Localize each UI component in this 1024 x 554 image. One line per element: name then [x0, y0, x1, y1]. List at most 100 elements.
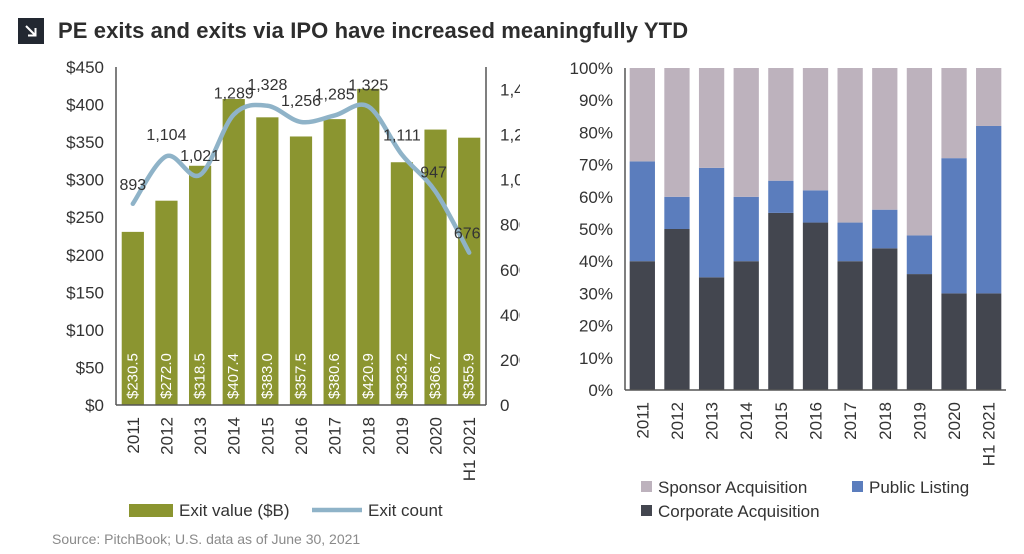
- legend-swatch-exit-value: [129, 504, 173, 517]
- x-axis-tick-label: 2017: [326, 417, 345, 455]
- x-axis-tick-label: 2016: [292, 417, 311, 455]
- exit-count-data-label: 1,289: [214, 86, 254, 103]
- public-listing-bar: [906, 235, 933, 275]
- exit-value-bar: [323, 119, 346, 406]
- x-axis-tick-label: 2020: [427, 417, 446, 455]
- exit-value-data-label: $323.2: [393, 353, 410, 399]
- public-listing-bar: [733, 196, 759, 262]
- exit-value-count-chart: $230.5 $272.0 $318.5 $407.4 $383.0 $357.5 $380…: [66, 58, 520, 520]
- exit-value-data-label: $230.5: [124, 353, 141, 399]
- x-axis-tick-label: 2017: [841, 402, 860, 440]
- exit-count-data-label: 1,325: [348, 77, 388, 94]
- legend-label-exit-value: Exit value ($B): [179, 501, 290, 520]
- exit-value-bar: [222, 98, 245, 406]
- left-axis-tick-label: $100: [66, 321, 104, 340]
- legend-label-exit-count: Exit count: [368, 501, 443, 520]
- chart-header: PE exits and exits via IPO have increase…: [18, 16, 688, 46]
- y-axis-tick-label: 60%: [579, 188, 613, 207]
- sponsor-acquisition-bar: [802, 68, 829, 191]
- exit-value-bar: [188, 165, 212, 405]
- exit-value-data-label: $420.9: [360, 353, 377, 399]
- x-axis-tick-label: 2019: [393, 417, 412, 455]
- y-axis-tick-label: 40%: [579, 252, 613, 271]
- public-listing-bar: [629, 161, 655, 262]
- exit-count-data-label: 1,111: [383, 128, 421, 145]
- sponsor-acquisition-bar: [664, 68, 690, 197]
- y-axis-tick-label: 20%: [579, 317, 613, 336]
- exit-value-bar: [289, 136, 313, 405]
- exit-count-data-label: 1,021: [180, 148, 220, 165]
- exit-count-data-label: 1,104: [146, 127, 186, 144]
- public-listing-bar: [664, 196, 690, 229]
- exit-type-share-chart: 0% 10% 20% 30% 40% 50% 60% 70% 80% 90% 100% 2011 20…: [570, 59, 1006, 521]
- legend-label-corporate-acquisition: Corporate Acquisition: [658, 502, 820, 521]
- x-axis-tick-label: 2019: [910, 402, 929, 440]
- right-axis-tick-label: 400: [500, 306, 520, 325]
- sponsor-acquisition-bar: [629, 68, 655, 162]
- x-axis-tick-label: 2012: [668, 402, 687, 440]
- x-axis-tick-label: 2015: [258, 417, 277, 455]
- sponsor-acquisition-bar: [976, 68, 1002, 126]
- exit-value-bar: [390, 162, 414, 405]
- exit-value-data-label: $355.9: [461, 353, 478, 399]
- x-axis-tick-label: H1 2021: [980, 402, 999, 466]
- x-axis-tick-label: 2016: [807, 402, 826, 440]
- sponsor-acquisition-bar: [733, 68, 759, 197]
- exit-value-data-label: $318.5: [192, 353, 209, 399]
- y-axis-tick-label: 50%: [579, 220, 613, 239]
- corporate-acquisition-bar: [698, 277, 725, 390]
- right-axis-tick-label: 600: [500, 261, 520, 280]
- x-axis-tick-label: 2014: [225, 417, 244, 455]
- left-axis-tick-label: $450: [66, 58, 104, 77]
- exit-value-bar: [121, 231, 144, 405]
- arrow-down-right-icon: [18, 18, 44, 44]
- left-axis-tick-label: $300: [66, 171, 104, 190]
- sponsor-acquisition-bar: [941, 68, 967, 159]
- left-axis-tick-label: $400: [66, 96, 104, 115]
- x-axis-tick-label: 2014: [737, 402, 756, 440]
- exit-count-data-label: 947: [420, 165, 447, 182]
- exit-value-bar: [155, 200, 178, 405]
- y-axis-tick-label: 80%: [579, 123, 613, 142]
- exit-value-data-label: $272.0: [158, 353, 175, 399]
- public-listing-bar: [872, 209, 898, 249]
- legend-swatch-sponsor-acquisition: [641, 481, 652, 492]
- left-axis-tick-label: $200: [66, 246, 104, 265]
- exit-value-data-label: $366.7: [427, 353, 444, 399]
- x-axis-tick-label: H1 2021: [460, 417, 479, 481]
- exit-count-data-label: 1,328: [247, 77, 287, 94]
- public-listing-bar: [976, 125, 1002, 294]
- left-axis-tick-label: $250: [66, 208, 104, 227]
- exit-value-bar: [357, 88, 380, 405]
- corporate-acquisition-bar: [733, 261, 759, 390]
- y-axis-tick-label: 10%: [579, 349, 613, 368]
- x-axis-tick-label: 2013: [703, 402, 722, 440]
- corporate-acquisition-bar: [768, 212, 794, 390]
- sponsor-acquisition-bar: [837, 68, 863, 223]
- sponsor-acquisition-bar: [872, 68, 898, 210]
- legend-label-sponsor-acquisition: Sponsor Acquisition: [658, 478, 807, 497]
- corporate-acquisition-bar: [837, 261, 863, 390]
- x-axis-tick-label: 2018: [876, 402, 895, 440]
- sponsor-acquisition-bar: [768, 68, 794, 181]
- right-axis-tick-label: 0: [500, 396, 509, 415]
- y-axis-tick-label: 100%: [570, 59, 613, 78]
- legend-swatch-corporate-acquisition: [641, 505, 652, 516]
- x-axis-tick-label: 2012: [157, 417, 176, 455]
- source-note: Source: PitchBook; U.S. data as of June …: [52, 531, 361, 547]
- left-axis-tick-label: $350: [66, 133, 104, 152]
- exit-value-data-label: $357.5: [293, 353, 310, 399]
- left-axis-tick-label: $150: [66, 283, 104, 302]
- exit-count-line: [130, 102, 472, 255]
- y-axis-tick-label: 0%: [588, 381, 613, 400]
- right-axis-tick-label: 200: [500, 351, 520, 370]
- corporate-acquisition-bar: [802, 222, 829, 390]
- corporate-acquisition-bar: [664, 229, 690, 390]
- x-axis-tick-label: 2013: [191, 417, 210, 455]
- corporate-acquisition-bar: [629, 261, 655, 390]
- chart-title: PE exits and exits via IPO have increase…: [58, 18, 689, 43]
- legend-label-public-listing: Public Listing: [869, 478, 969, 497]
- legend-swatch-public-listing: [852, 481, 863, 492]
- public-listing-bar: [941, 158, 967, 294]
- x-axis-tick-label: 2020: [945, 402, 964, 440]
